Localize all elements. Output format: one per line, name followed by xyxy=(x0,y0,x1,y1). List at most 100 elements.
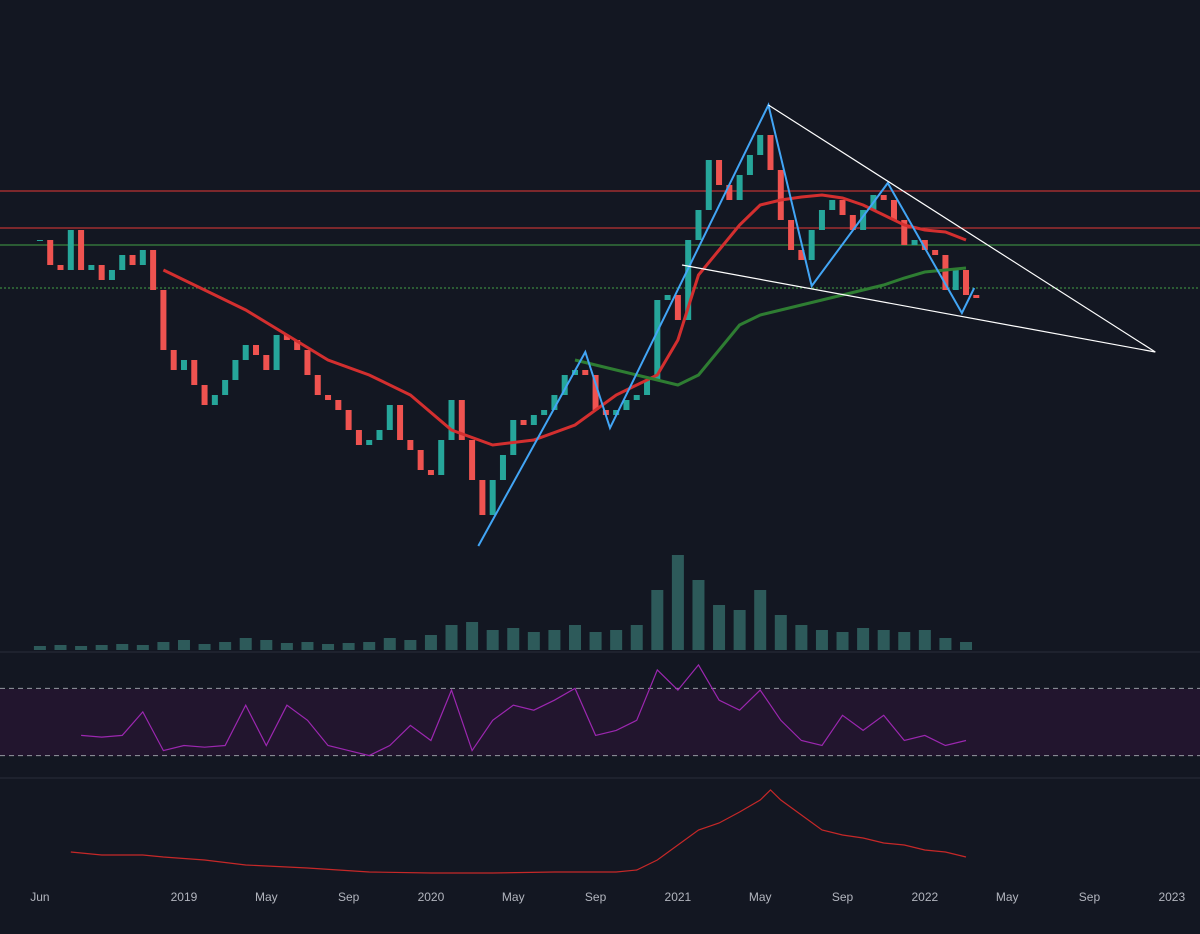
candle xyxy=(829,200,836,210)
volume-bar xyxy=(568,625,581,650)
volume-bar xyxy=(713,605,726,650)
candle xyxy=(139,250,146,265)
candle xyxy=(386,405,393,430)
x-tick-label: May xyxy=(749,890,772,904)
candle xyxy=(664,295,671,300)
volume-bar xyxy=(733,610,746,650)
candle xyxy=(232,360,239,380)
volume-bar xyxy=(301,642,314,650)
volume-bar xyxy=(877,630,890,650)
candle xyxy=(674,295,681,320)
x-tick-label: May xyxy=(255,890,278,904)
candle xyxy=(108,270,115,280)
volume-bar xyxy=(918,630,931,650)
candle xyxy=(541,410,548,415)
volume-bar xyxy=(424,635,437,650)
candle xyxy=(685,240,692,320)
wedge-trendline xyxy=(768,104,1156,353)
candle xyxy=(582,370,589,375)
candle xyxy=(427,470,434,475)
volume-bar xyxy=(198,644,211,650)
volume-bar xyxy=(754,590,767,650)
volume-bar xyxy=(54,645,67,650)
x-tick-label: Sep xyxy=(832,890,854,904)
volume-bar xyxy=(75,646,88,650)
volume-bar xyxy=(383,638,396,650)
candle xyxy=(963,270,970,295)
candle xyxy=(767,135,774,170)
x-tick-label: 2021 xyxy=(665,890,692,904)
candle xyxy=(150,250,157,290)
candle xyxy=(88,265,95,270)
candle xyxy=(304,350,311,375)
candle xyxy=(592,375,599,410)
candle xyxy=(283,335,290,340)
volume-bar xyxy=(239,638,252,650)
candle xyxy=(325,395,332,400)
x-tick-label: Sep xyxy=(338,890,360,904)
volume-bar xyxy=(404,640,417,650)
volume-bar xyxy=(486,630,499,650)
candle xyxy=(78,230,85,270)
candle xyxy=(520,420,527,425)
candle xyxy=(860,210,867,230)
candle xyxy=(757,135,764,155)
candle xyxy=(242,345,249,360)
candle xyxy=(489,480,496,515)
candle xyxy=(932,250,939,255)
candle xyxy=(952,270,959,290)
candle xyxy=(448,400,455,440)
volume-bar xyxy=(857,628,870,650)
volume-bar xyxy=(136,645,149,650)
candle xyxy=(613,410,620,415)
wedge-trendline xyxy=(681,264,1156,353)
candle xyxy=(788,220,795,250)
candle xyxy=(777,170,784,220)
x-tick-label: Jun xyxy=(30,890,49,904)
volume-bar xyxy=(322,644,335,650)
candle xyxy=(942,255,949,290)
candle xyxy=(798,250,805,260)
candle xyxy=(417,450,424,470)
volume-bar xyxy=(219,642,232,650)
candle xyxy=(469,440,476,480)
candle xyxy=(253,345,260,355)
candle xyxy=(551,395,558,410)
candle xyxy=(397,405,404,440)
candle xyxy=(849,215,856,230)
candle xyxy=(98,265,105,280)
x-tick-label: 2020 xyxy=(418,890,445,904)
volume-bar xyxy=(363,642,376,650)
volume-bar xyxy=(33,646,46,650)
volume-bar xyxy=(610,630,623,650)
candle xyxy=(36,240,43,241)
x-tick-label: May xyxy=(996,890,1019,904)
candle xyxy=(839,200,846,215)
candle xyxy=(438,440,445,475)
candle xyxy=(458,400,465,440)
volume-bar xyxy=(342,643,355,650)
volume-bar xyxy=(466,622,479,650)
candle xyxy=(345,410,352,430)
candle xyxy=(726,185,733,200)
candle xyxy=(716,160,723,185)
rsi-band-fill xyxy=(0,689,1200,756)
volume-bar xyxy=(260,640,273,650)
volume-bar xyxy=(177,640,190,650)
volume-bar xyxy=(280,643,293,650)
volume-bar xyxy=(630,625,643,650)
candle xyxy=(880,195,887,200)
candle xyxy=(808,230,815,260)
candle xyxy=(499,455,506,480)
candle xyxy=(746,155,753,175)
candle xyxy=(479,480,486,515)
candle xyxy=(119,255,126,270)
volume-bar xyxy=(651,590,664,650)
candle xyxy=(705,160,712,210)
candle xyxy=(695,210,702,240)
candle xyxy=(818,210,825,230)
rsi-line xyxy=(81,663,967,757)
